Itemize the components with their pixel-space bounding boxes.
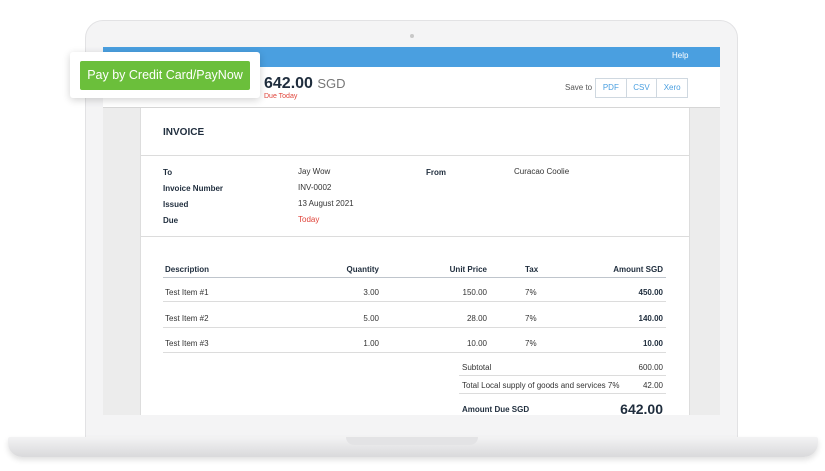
total-rule [459,375,666,376]
screen: Help 642.00 SGD Due Today Save to PDF CS… [103,47,720,415]
pay-button[interactable]: Pay by Credit Card/PayNow [80,61,250,90]
table-cell: 7% [525,313,537,323]
column-header: Quantity [346,265,379,274]
save-csv[interactable]: CSV [627,79,658,97]
from-label: From [426,168,446,177]
total-label: Subtotal [462,363,492,372]
table-cell: 1.00 [363,339,379,348]
invoice-title: INVOICE [163,127,205,138]
notch [346,437,478,445]
currency: SGD [317,76,346,91]
detail-value: Today [298,215,320,224]
header-rule [163,277,666,278]
table-cell: 140.00 [638,313,663,323]
detail-label: Invoice Number [163,184,224,193]
from-value: Curacao Coolie [514,167,570,176]
total-label: Amount Due SGD [462,405,530,414]
amount-value: 642.00 [264,75,313,92]
row-rule [163,301,666,302]
total-label: Total Local supply of goods and services… [462,381,620,390]
invoice-paper: INVOICE To Jay Wow Invoice Number INV-00… [140,108,690,415]
camera [410,34,414,38]
save-label: Save to [565,83,593,92]
column-header: Description [165,265,210,274]
detail-label: Issued [163,200,189,209]
table-cell: 450.00 [638,288,663,297]
table-cell: Test Item #3 [165,339,209,348]
laptop-base [8,437,818,457]
table-cell: 7% [525,339,537,348]
due-status: Due Today [264,93,298,100]
detail-label: Due [163,216,179,225]
table-cell: 28.00 [466,313,487,323]
detail-label: To [163,168,173,177]
table-cell: Test Item #2 [165,313,209,323]
table-cell: Test Item #1 [165,288,209,297]
row-rule [163,326,666,328]
help-link[interactable]: Help [672,51,689,60]
divider [141,236,689,237]
detail-value: INV-0002 [298,183,332,192]
column-header: Tax [525,265,539,274]
divider [141,155,689,156]
save-pdf[interactable]: PDF [596,79,627,97]
detail-value: Jay Wow [298,167,331,176]
total-value: 600.00 [638,363,663,372]
column-header: Unit Price [449,265,487,274]
table-cell: 7% [525,288,537,297]
total-rule [459,393,666,394]
save-group: PDF CSV Xero [595,78,688,98]
table-cell: 150.00 [462,288,487,297]
table-cell: 10.00 [466,339,487,348]
total-value: 642.00 [620,401,663,415]
table-cell: 3.00 [363,288,379,297]
table-cell: 5.00 [363,313,379,323]
table-cell: 10.00 [642,339,663,348]
row-rule [163,352,666,353]
total-value: 42.00 [642,381,663,390]
save-xero[interactable]: Xero [663,83,681,92]
detail-value: 13 August 2021 [298,199,354,208]
amount: 642.00 SGD [264,76,346,92]
column-header: Amount SGD [613,265,663,274]
